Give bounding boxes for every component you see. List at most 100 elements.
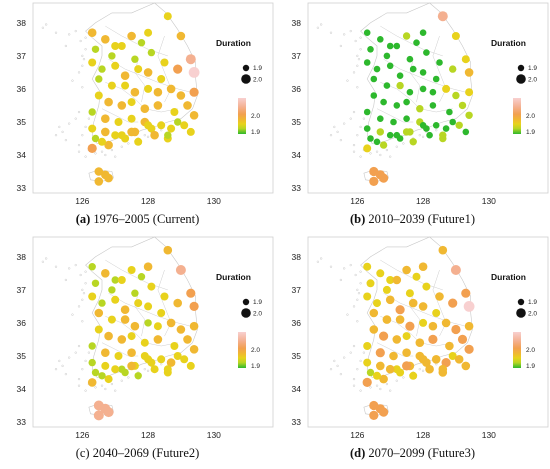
island bbox=[79, 273, 82, 277]
island bbox=[110, 382, 114, 386]
island bbox=[77, 344, 81, 348]
station-dot bbox=[173, 64, 183, 74]
island bbox=[362, 117, 366, 120]
station-dot bbox=[186, 288, 196, 298]
station-dot bbox=[144, 302, 153, 311]
station-dot bbox=[405, 321, 415, 331]
station-dot bbox=[147, 48, 156, 57]
station-dot bbox=[117, 101, 127, 110]
station-dot bbox=[449, 65, 457, 73]
station-dot bbox=[121, 134, 130, 143]
station-dot bbox=[396, 81, 404, 90]
station-dot bbox=[436, 59, 443, 66]
panel-caption: (d) 2070–2099 (Future3) bbox=[275, 446, 550, 461]
station-dot bbox=[441, 358, 451, 368]
province-boundary bbox=[380, 316, 453, 347]
station-dot bbox=[431, 355, 441, 364]
station-dot bbox=[463, 301, 475, 312]
station-dot bbox=[442, 84, 451, 93]
station-dot bbox=[385, 364, 395, 374]
island bbox=[77, 110, 81, 114]
island bbox=[357, 58, 361, 61]
station-dot bbox=[461, 361, 471, 371]
province-boundary bbox=[157, 35, 172, 103]
station-dot bbox=[382, 285, 391, 294]
panel-label: (c) bbox=[75, 446, 90, 460]
station-dot bbox=[88, 292, 97, 301]
station-dot bbox=[144, 84, 153, 93]
station-dot bbox=[396, 368, 405, 377]
legend-size-large bbox=[516, 308, 526, 318]
y-tick-label: 35 bbox=[292, 351, 302, 361]
island bbox=[68, 33, 71, 36]
legend-color-label: 1.9 bbox=[526, 363, 535, 370]
y-tick-label: 33 bbox=[17, 417, 27, 427]
island bbox=[104, 387, 107, 391]
station-dot bbox=[98, 137, 106, 146]
station-dot bbox=[389, 351, 398, 361]
station-dot bbox=[373, 299, 381, 308]
island bbox=[114, 155, 117, 158]
station-dot bbox=[363, 59, 371, 66]
station-dot bbox=[157, 121, 166, 130]
station-dot bbox=[461, 288, 471, 298]
station-dot bbox=[163, 12, 172, 21]
station-dot bbox=[101, 114, 110, 123]
island bbox=[81, 320, 84, 323]
island bbox=[354, 39, 357, 43]
station-dot bbox=[88, 124, 97, 133]
island bbox=[389, 389, 392, 392]
station-dot bbox=[376, 361, 385, 371]
station-dot bbox=[422, 282, 431, 291]
station-dot bbox=[98, 372, 106, 380]
panel-label: (b) bbox=[350, 212, 366, 226]
station-dot bbox=[369, 410, 379, 420]
x-tick-label: 126 bbox=[350, 430, 364, 439]
station-dot bbox=[173, 352, 182, 360]
island bbox=[329, 134, 333, 137]
station-dot bbox=[127, 114, 136, 123]
station-dot bbox=[370, 75, 378, 83]
station-dot bbox=[406, 88, 414, 96]
island bbox=[120, 145, 123, 148]
station-dot bbox=[153, 322, 162, 331]
station-dot bbox=[180, 121, 189, 130]
station-dot bbox=[163, 245, 173, 255]
station-dot bbox=[189, 301, 199, 311]
station-dot bbox=[117, 42, 126, 50]
station-dot bbox=[180, 355, 189, 364]
x-tick-label: 126 bbox=[75, 196, 89, 205]
station-dot bbox=[166, 84, 176, 94]
island bbox=[356, 54, 359, 58]
island bbox=[352, 344, 356, 348]
legend-size-small bbox=[242, 298, 250, 306]
legend-title: Duration bbox=[491, 38, 526, 48]
legend-size-small bbox=[517, 298, 525, 306]
island bbox=[379, 387, 382, 391]
island bbox=[402, 376, 405, 379]
legend-size-label: 2.0 bbox=[253, 77, 262, 84]
station-dot bbox=[396, 135, 404, 142]
island bbox=[359, 125, 362, 129]
station-dot bbox=[100, 403, 111, 414]
station-dot bbox=[451, 324, 461, 335]
island bbox=[61, 364, 64, 368]
station-dot bbox=[373, 138, 381, 146]
station-dot bbox=[189, 321, 199, 331]
station-dot bbox=[377, 36, 384, 43]
station-dot bbox=[445, 341, 454, 351]
island bbox=[84, 389, 87, 392]
station-dot bbox=[143, 262, 153, 271]
island bbox=[54, 134, 58, 137]
station-dot bbox=[127, 266, 136, 274]
island bbox=[94, 386, 97, 389]
island bbox=[68, 122, 71, 125]
station-dot bbox=[147, 282, 156, 291]
legend-color-bar bbox=[513, 98, 521, 134]
station-dot bbox=[137, 273, 146, 281]
legend-size-label: 2.0 bbox=[528, 77, 537, 84]
legend-size-small bbox=[517, 64, 525, 72]
station-dot bbox=[176, 325, 186, 334]
station-dot bbox=[134, 65, 143, 74]
legend-color-label: 1.9 bbox=[526, 129, 535, 136]
